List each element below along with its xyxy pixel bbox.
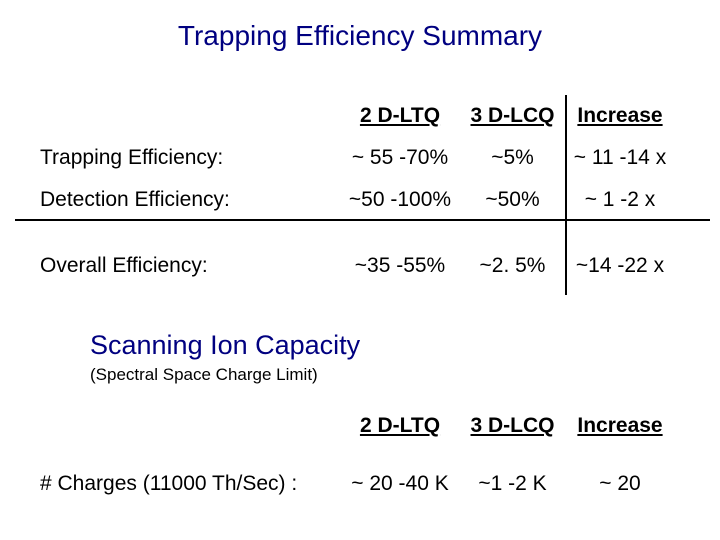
table-row: # Charges (11000 Th/Sec) : ~ 20 -40 K ~1… <box>50 463 680 505</box>
capacity-table: 2 D-LTQ 3 D-LCQ Increase # Charges (1100… <box>50 405 680 505</box>
table-row: Overall Efficiency: ~35 -55% ~2. 5% ~14 … <box>50 245 680 287</box>
header-col-3: Increase <box>565 95 675 137</box>
row-cell: ~14 -22 x <box>565 245 675 287</box>
table-divider <box>15 219 710 221</box>
subtitle-note: (Spectral Space Charge Limit) <box>90 365 318 385</box>
table-row: Trapping Efficiency: ~ 55 -70% ~5% ~ 11 … <box>50 137 680 179</box>
row-cell: ~ 1 -2 x <box>565 179 675 221</box>
row-cell: ~ 11 -14 x <box>565 137 675 179</box>
slide: Trapping Efficiency Summary 2 D-LTQ 3 D-… <box>0 0 720 540</box>
row-cell: ~ 20 -40 K <box>340 463 460 505</box>
subtitle: Scanning Ion Capacity <box>90 330 360 361</box>
row-cell: ~35 -55% <box>340 245 460 287</box>
row-cell: ~5% <box>465 137 560 179</box>
header-col-2: 3 D-LCQ <box>465 405 560 447</box>
header-col-1: 2 D-LTQ <box>340 405 460 447</box>
header-col-2: 3 D-LCQ <box>465 95 560 137</box>
slide-title: Trapping Efficiency Summary <box>0 20 720 52</box>
row-cell: ~50 -100% <box>340 179 460 221</box>
row-label: Trapping Efficiency: <box>40 137 340 179</box>
table-row: Detection Efficiency: ~50 -100% ~50% ~ 1… <box>50 179 680 221</box>
table-header-row: 2 D-LTQ 3 D-LCQ Increase <box>50 95 680 137</box>
row-label: Overall Efficiency: <box>40 245 340 287</box>
efficiency-table: 2 D-LTQ 3 D-LCQ Increase Trapping Effici… <box>50 95 680 287</box>
row-cell: ~ 20 <box>565 463 675 505</box>
row-cell: ~50% <box>465 179 560 221</box>
row-cell: ~2. 5% <box>465 245 560 287</box>
row-cell: ~1 -2 K <box>465 463 560 505</box>
table-header-row: 2 D-LTQ 3 D-LCQ Increase <box>50 405 680 447</box>
header-col-3: Increase <box>565 405 675 447</box>
row-label: # Charges (11000 Th/Sec) : <box>40 463 340 505</box>
row-label: Detection Efficiency: <box>40 179 340 221</box>
header-col-1: 2 D-LTQ <box>340 95 460 137</box>
row-cell: ~ 55 -70% <box>340 137 460 179</box>
